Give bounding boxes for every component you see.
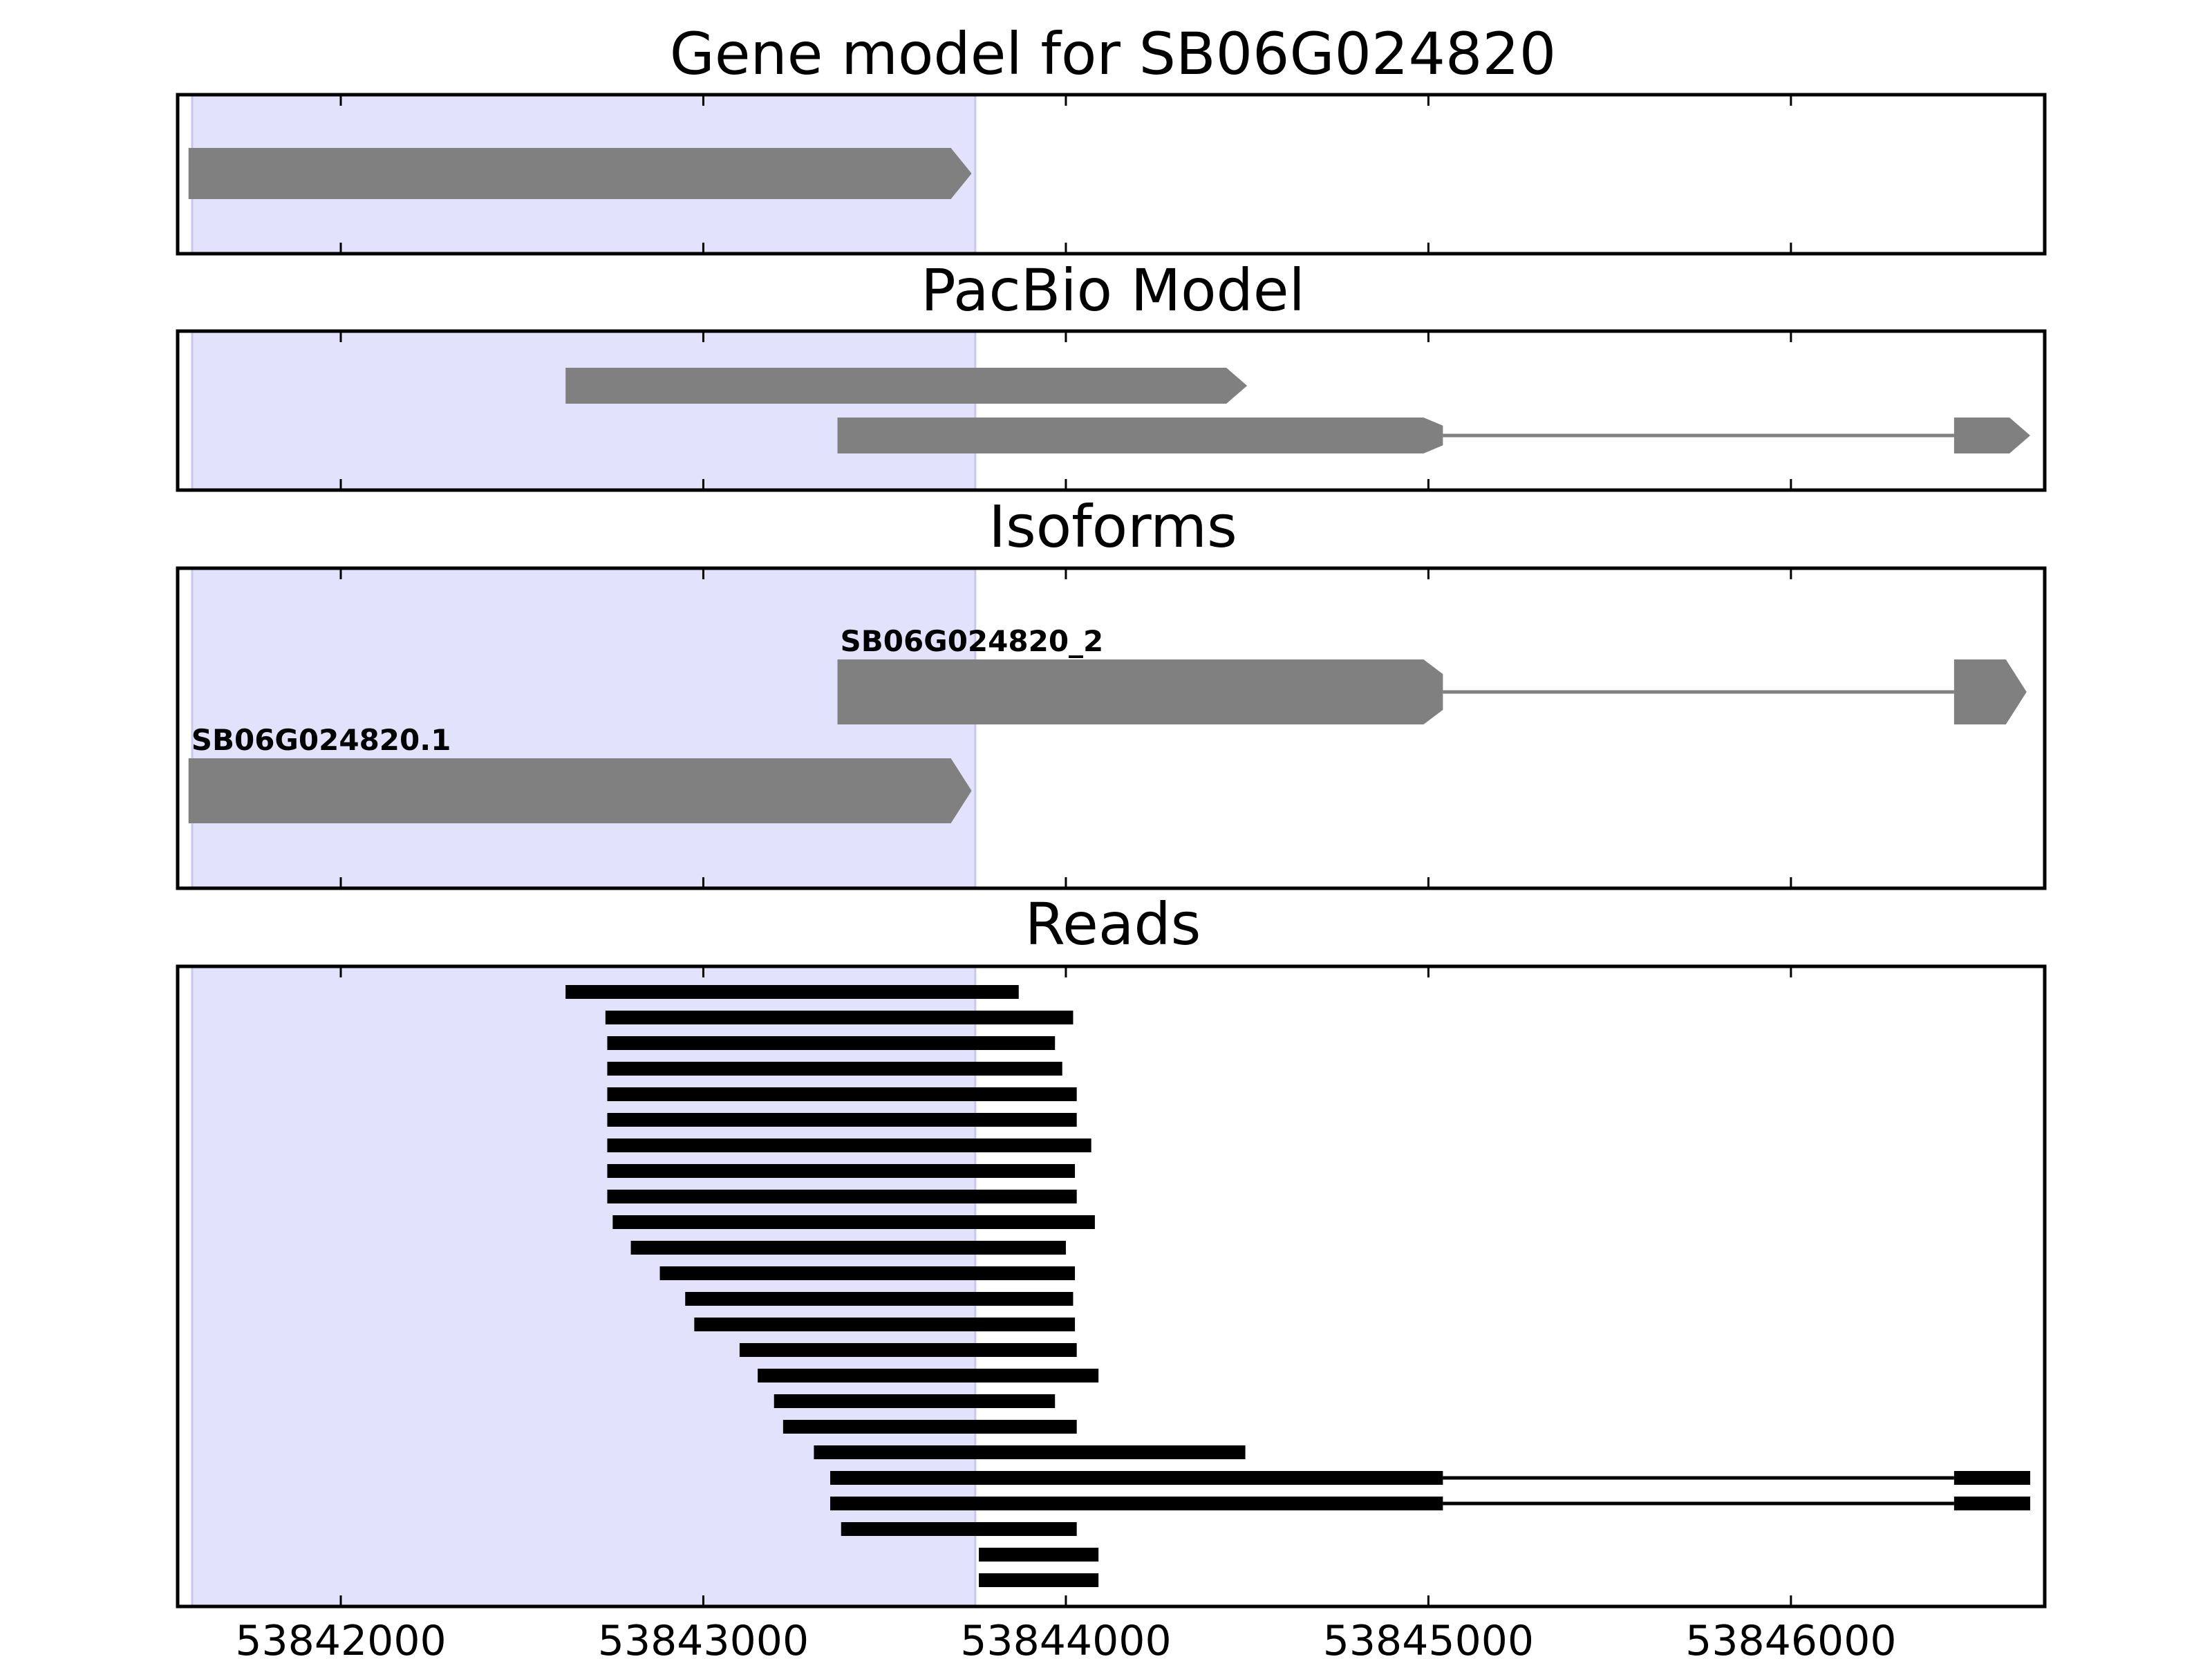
read-bar [607, 1138, 1091, 1152]
read-bar [607, 1113, 1077, 1127]
isoform-label: SB06G024820_2 [841, 624, 1104, 658]
read-bar [694, 1318, 1076, 1331]
isoforms-title: Isoforms [988, 493, 1237, 561]
isoforms-panel: Isoforms SB06G024820_2 SB06G024820.1 [176, 493, 2047, 890]
exon-block [1953, 418, 2031, 453]
read-bar [739, 1343, 1077, 1357]
read-bar [774, 1394, 1056, 1408]
x-tick-label: 53844000 [960, 1617, 1171, 1659]
x-axis-tick-labels: 53842000 53843000 53844000 53845000 53846000 [235, 1617, 1896, 1659]
panel-frame [176, 329, 2047, 492]
read-bar [605, 1011, 1074, 1024]
exon-block [188, 758, 972, 823]
gene-model-title: Gene model for SB06G024820 [670, 20, 1556, 88]
read-bar [685, 1292, 1074, 1306]
gene-model-panel: Gene model for SB06G024820 [176, 20, 2047, 256]
read-bar [607, 1062, 1062, 1076]
x-tick-label: 53846000 [1685, 1617, 1896, 1659]
read-bar [979, 1548, 1099, 1562]
pacbio-model-title: PacBio Model [921, 256, 1305, 324]
panel-frame [176, 93, 2047, 256]
read-bar [630, 1241, 1066, 1255]
x-tick-label: 53843000 [598, 1617, 809, 1659]
read-bar [979, 1573, 1099, 1587]
exon-block [565, 368, 1248, 404]
read-bar [758, 1369, 1099, 1382]
read-bar [612, 1215, 1095, 1229]
panel-frame [176, 566, 2047, 890]
exon-block [188, 148, 972, 199]
x-tick-label: 53842000 [235, 1617, 446, 1659]
read-bar [607, 1087, 1077, 1101]
read-bar [1953, 1471, 2031, 1485]
read-bar [782, 1420, 1077, 1434]
read-bar [841, 1522, 1077, 1536]
highlight-region [191, 330, 977, 491]
highlight-region [191, 567, 977, 890]
read-bar [814, 1445, 1246, 1459]
read-bar [565, 985, 1019, 999]
read-bar [830, 1471, 1443, 1485]
pacbio-model-panel: PacBio Model [176, 256, 2047, 492]
reads-title: Reads [1025, 890, 1201, 958]
read-bar [1953, 1497, 2031, 1510]
reads-panel: Reads [176, 890, 2047, 1609]
isoform-label: SB06G024820.1 [191, 723, 451, 757]
panel-frame [176, 964, 2047, 1609]
read-bar [830, 1497, 1443, 1510]
exon-block [837, 418, 1443, 453]
read-bar [607, 1190, 1077, 1203]
read-bar [607, 1036, 1056, 1050]
read-bar [659, 1266, 1076, 1280]
exon-block [837, 659, 1443, 724]
read-bar [607, 1164, 1076, 1178]
exon-block [1953, 659, 2027, 724]
x-tick-label: 53845000 [1323, 1617, 1534, 1659]
